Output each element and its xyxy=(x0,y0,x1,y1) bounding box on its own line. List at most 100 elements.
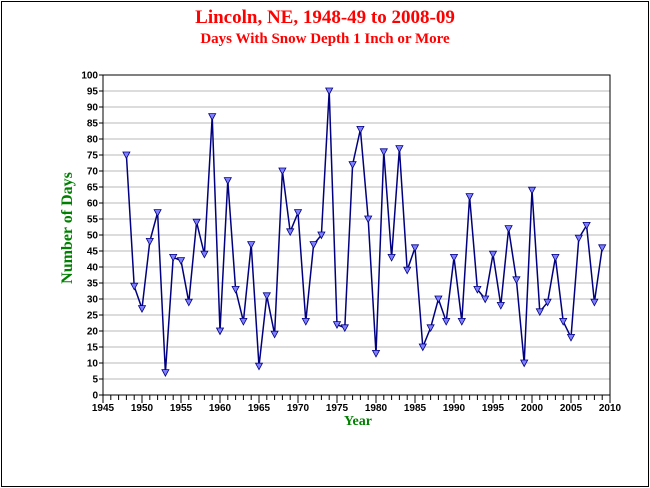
data-point xyxy=(309,241,318,249)
data-point xyxy=(473,285,482,294)
data-point xyxy=(169,253,178,262)
x-tick-label: 1955 xyxy=(170,403,193,414)
y-tick-label: 35 xyxy=(87,279,99,290)
data-point xyxy=(270,330,279,339)
data-point xyxy=(145,237,154,246)
data-point xyxy=(465,193,474,201)
data-point xyxy=(208,113,217,121)
data-point xyxy=(356,126,365,134)
y-tick-label: 65 xyxy=(87,183,99,194)
data-point xyxy=(559,317,568,326)
data-point xyxy=(395,145,404,153)
x-tick-label: 1960 xyxy=(209,403,232,414)
data-point xyxy=(286,228,295,237)
data-point xyxy=(442,317,451,326)
x-tick-label: 1965 xyxy=(248,403,271,414)
data-point xyxy=(200,250,209,259)
x-tick-label: 1950 xyxy=(131,403,154,414)
x-axis-label: Year xyxy=(344,414,372,429)
data-point xyxy=(496,301,505,310)
y-tick-label: 70 xyxy=(87,167,99,178)
x-tick-label: 1975 xyxy=(326,403,349,414)
data-point xyxy=(403,266,412,275)
chart-subtitle: Days With Snow Depth 1 Inch or More xyxy=(200,31,450,47)
y-tick-label: 45 xyxy=(87,247,99,258)
y-tick-label: 80 xyxy=(87,135,99,146)
data-point xyxy=(293,209,303,217)
x-tick-label: 1985 xyxy=(404,403,427,414)
data-point xyxy=(254,362,264,371)
y-tick-label: 50 xyxy=(87,231,99,242)
data-point xyxy=(130,282,139,291)
y-tick-label: 100 xyxy=(81,71,98,82)
data-point xyxy=(161,369,170,377)
data-point xyxy=(122,151,131,160)
data-point xyxy=(520,359,529,368)
x-tick-label: 1970 xyxy=(287,403,310,414)
y-tick-label: 85 xyxy=(87,119,99,130)
y-tick-label: 90 xyxy=(87,103,99,114)
y-tick-label: 15 xyxy=(87,343,99,354)
x-tick-label: 2010 xyxy=(599,403,622,414)
data-point xyxy=(582,221,591,230)
data-point xyxy=(137,305,147,313)
data-point xyxy=(566,333,576,342)
data-point xyxy=(481,295,490,304)
x-tick-label: 1990 xyxy=(443,403,466,414)
data-point xyxy=(325,87,334,96)
y-tick-label: 40 xyxy=(87,263,99,274)
data-point xyxy=(488,250,498,259)
x-tick-label: 2000 xyxy=(521,403,544,414)
y-tick-label: 25 xyxy=(87,311,99,322)
x-tick-label: 2005 xyxy=(560,403,583,414)
data-point xyxy=(379,148,388,157)
data-point xyxy=(504,225,513,233)
data-point xyxy=(512,276,521,285)
y-tick-label: 75 xyxy=(87,151,99,162)
data-point xyxy=(301,317,310,326)
plot-border xyxy=(102,74,611,396)
data-point xyxy=(387,253,396,262)
data-point xyxy=(371,349,381,358)
y-tick-label: 60 xyxy=(87,199,99,210)
data-point xyxy=(239,317,248,326)
data-point xyxy=(535,308,544,317)
data-point xyxy=(332,321,342,329)
data-point xyxy=(418,343,427,352)
data-point xyxy=(449,253,459,262)
y-tick-label: 95 xyxy=(87,87,99,98)
series-line xyxy=(125,90,603,373)
data-point xyxy=(317,231,326,240)
y-tick-label: 30 xyxy=(87,295,99,306)
data-point xyxy=(457,317,466,326)
x-tick-label: 1980 xyxy=(365,403,388,414)
data-point xyxy=(551,253,560,262)
data-point xyxy=(192,218,201,227)
data-point xyxy=(215,327,225,336)
data-point xyxy=(223,177,232,185)
data-point xyxy=(543,298,552,307)
data-point xyxy=(176,257,186,265)
x-tick-label: 1995 xyxy=(482,403,505,414)
data-point xyxy=(278,167,287,176)
data-point xyxy=(247,241,256,249)
y-tick-label: 55 xyxy=(87,215,99,226)
y-tick-label: 0 xyxy=(92,391,98,402)
data-point xyxy=(340,324,349,333)
data-point xyxy=(348,161,357,169)
y-tick-label: 20 xyxy=(87,327,99,338)
y-tick-label: 5 xyxy=(92,375,98,386)
chart-title: Lincoln, NE, 1948-49 to 2008-09 xyxy=(195,7,455,28)
data-point xyxy=(574,234,583,243)
data-point xyxy=(364,215,373,224)
data-point xyxy=(598,244,607,253)
data-point xyxy=(262,292,271,301)
data-point xyxy=(434,295,443,304)
data-point xyxy=(410,244,420,253)
x-tick-label: 1945 xyxy=(92,403,115,414)
y-tick-label: 10 xyxy=(87,359,99,370)
data-point xyxy=(590,298,599,307)
data-point xyxy=(426,324,435,333)
